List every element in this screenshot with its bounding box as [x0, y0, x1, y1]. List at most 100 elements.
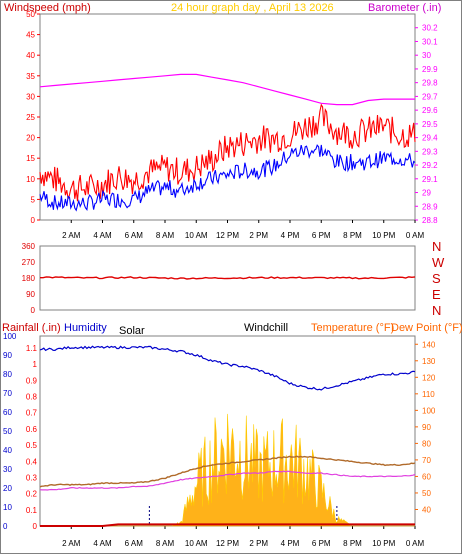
barometer-y-tick-label: 29.5: [422, 120, 438, 129]
temperature-y-tick-label: 80: [422, 439, 431, 448]
direction-y-tick-label: 0: [31, 306, 36, 315]
rainfall-y-tick-label: 0.7: [26, 409, 38, 418]
direction-letter-label: N: [432, 239, 441, 254]
temperature-series-line: [39, 455, 416, 488]
x-tick-label: 8 AM: [156, 539, 175, 548]
direction-letter-label: N: [432, 303, 441, 318]
rainfall-y-tick-label: 0.4: [26, 457, 38, 466]
humidity-y-tick-label: 40: [3, 446, 12, 455]
wind-y-tick-label: 20: [26, 134, 35, 143]
barometer-y-tick-label: 29: [422, 189, 431, 198]
x-tick-label: 2 PM: [249, 539, 268, 548]
temperature-y-tick-label: 50: [422, 489, 431, 498]
x-tick-label: 12 PM: [216, 231, 239, 240]
barometer-y-tick-label: 28.9: [422, 202, 438, 211]
humidity-y-tick-label: 20: [3, 484, 12, 493]
x-tick-label: 8 PM: [343, 539, 362, 548]
temperature-y-tick-label: 70: [422, 456, 431, 465]
rainfall-axis-title: Rainfall (.in): [2, 322, 61, 334]
direction-y-tick-label: 360: [22, 242, 36, 251]
rainfall-y-tick-label: 1.1: [26, 344, 38, 353]
x-tick-label: 2 AM: [62, 539, 81, 548]
x-tick-label: 6 AM: [125, 231, 144, 240]
chart-title: 24 hour graph day , April 13 2026: [171, 2, 334, 14]
x-tick-label: 4 AM: [93, 231, 112, 240]
barometer-axis-title: Barometer (.in): [368, 2, 441, 14]
rainfall-y-tick-label: 0.3: [26, 473, 38, 482]
barometer-y-tick-label: 29.3: [422, 147, 438, 156]
x-tick-label: 4 AM: [93, 539, 112, 548]
x-tick-label: 4 PM: [281, 539, 300, 548]
humidity-y-tick-label: 100: [3, 332, 17, 341]
barometer-y-tick-label: 28.8: [422, 216, 438, 225]
barometer-y-tick-label: 29.4: [422, 134, 438, 143]
x-tick-label: 0 AM: [406, 539, 425, 548]
temperature-y-tick-label: 130: [422, 357, 436, 366]
rainfall-y-tick-label: 0.6: [26, 425, 38, 434]
barometer-y-tick-label: 30.2: [422, 24, 438, 33]
wind-y-tick-label: 10: [26, 175, 35, 184]
rainfall-y-tick-label: 0.9: [26, 376, 38, 385]
direction-y-tick-label: 90: [26, 290, 35, 299]
rainfall-y-tick-label: 0: [33, 522, 38, 531]
humidity-series-line: [39, 345, 416, 391]
x-tick-label: 8 PM: [343, 231, 362, 240]
avg-wind-series-line: [39, 144, 416, 212]
humidity-y-tick-label: 30: [3, 465, 12, 474]
wind-y-tick-label: 30: [26, 92, 35, 101]
x-tick-label: 10 PM: [372, 539, 395, 548]
rainfall-y-tick-label: 0.8: [26, 393, 38, 402]
humidity-y-tick-label: 70: [3, 389, 12, 398]
solar-label: Solar: [119, 325, 145, 337]
x-tick-label: 2 AM: [62, 231, 81, 240]
temperature-y-tick-label: 90: [422, 423, 431, 432]
x-tick-label: 6 AM: [125, 539, 144, 548]
rainfall-y-tick-label: 0.1: [26, 506, 38, 515]
temperature-axis-title: Temperature (°F): [311, 322, 394, 334]
humidity-y-tick-label: 10: [3, 503, 12, 512]
dewpoint-axis-title: Dew Point (°F): [391, 322, 462, 334]
barometer-y-tick-label: 30.1: [422, 37, 438, 46]
x-tick-label: 10 PM: [372, 231, 395, 240]
wind-y-tick-label: 45: [26, 31, 35, 40]
windchill-label: Windchill: [244, 322, 288, 334]
barometer-y-tick-label: 29.8: [422, 79, 438, 88]
temperature-y-tick-label: 60: [422, 472, 431, 481]
dewpoint-series-line: [39, 470, 416, 491]
humidity-y-tick-label: 50: [3, 427, 12, 436]
x-tick-label: 8 AM: [156, 231, 175, 240]
barometer-series-line: [39, 73, 415, 106]
humidity-y-tick-label: 0: [3, 522, 8, 531]
windspeed-axis-title: Windspeed (mph): [4, 2, 91, 14]
x-tick-label: 2 PM: [249, 231, 268, 240]
direction-letter-label: E: [432, 287, 441, 302]
x-tick-label: 10 AM: [185, 539, 208, 548]
rainfall-y-tick-label: 0.5: [26, 441, 38, 450]
x-tick-label: 6 PM: [312, 539, 331, 548]
barometer-y-tick-label: 29.1: [422, 175, 438, 184]
wind-y-tick-label: 0: [31, 216, 36, 225]
barometer-y-tick-label: 29.7: [422, 92, 438, 101]
rainfall-y-tick-label: 1: [33, 360, 38, 369]
direction-letter-label: S: [432, 271, 441, 286]
direction-y-tick-label: 180: [22, 274, 36, 283]
humidity-y-tick-label: 90: [3, 351, 12, 360]
direction-letter-label: W: [432, 255, 445, 270]
temperature-y-tick-label: 120: [422, 373, 436, 382]
barometer-y-tick-label: 29.2: [422, 161, 438, 170]
x-tick-label: 12 PM: [216, 539, 239, 548]
wind-y-tick-label: 25: [26, 113, 35, 122]
humidity-y-tick-label: 80: [3, 370, 12, 379]
x-tick-label: 0 AM: [406, 231, 425, 240]
wind-y-tick-label: 5: [31, 195, 36, 204]
direction-series-line: [40, 276, 416, 280]
humidity-y-tick-label: 60: [3, 408, 12, 417]
rainfall-series-line: [40, 523, 415, 527]
wind-y-tick-label: 40: [26, 51, 35, 60]
temperature-y-tick-label: 40: [422, 505, 431, 514]
temperature-y-tick-label: 100: [422, 406, 436, 415]
wind-y-tick-label: 15: [26, 154, 35, 163]
x-tick-label: 10 AM: [185, 231, 208, 240]
x-tick-label: 4 PM: [281, 231, 300, 240]
